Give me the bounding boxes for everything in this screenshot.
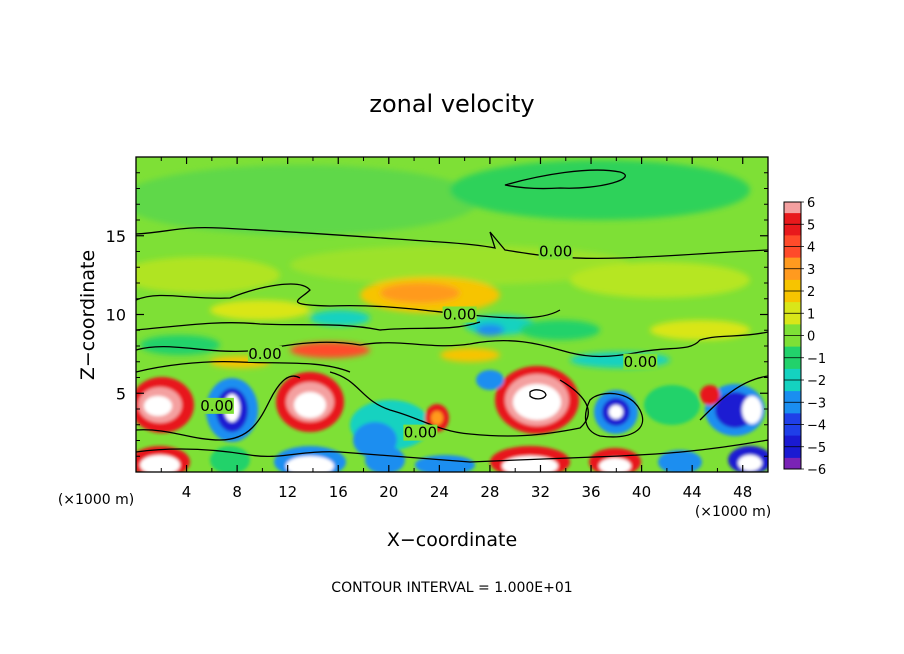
colorbar-swatch [784, 446, 801, 459]
contour-label-bg [623, 353, 658, 370]
x-tick-label: 4 [182, 483, 192, 501]
colorbar-label: 0 [807, 330, 815, 345]
y-tick-label: 10 [106, 306, 126, 325]
colorbar-swatch [784, 346, 801, 359]
colorbar-swatch [784, 257, 801, 270]
x-axis: 4 8 12 16 20 24 28 32 36 40 44 48 [160, 157, 752, 501]
contour-label: 0.00 [443, 306, 476, 324]
contour-label: 0.00 [404, 424, 437, 442]
colorbar-swatch [784, 368, 801, 381]
contour-label: 0.00 [248, 345, 281, 363]
contour-label: 0.00 [624, 353, 657, 371]
colorbar-swatch [784, 302, 801, 314]
y-units-label: (×1000 m) [58, 492, 134, 508]
colorbar-swatch [784, 313, 801, 325]
colorbar-swatch [784, 335, 801, 348]
x-units-label: (×1000 m) [695, 504, 771, 520]
colorbar-swatch [784, 235, 801, 247]
x-tick-label: 20 [379, 483, 398, 501]
y-tick-label: 5 [116, 384, 126, 403]
colorbar-swatch [784, 457, 801, 470]
x-axis-label: X−coordinate [387, 529, 517, 551]
colorbar-label: 4 [807, 241, 815, 256]
contour-label: 0.00 [539, 243, 572, 261]
y-axis: 5 10 15 [106, 172, 768, 457]
x-tick-label: 44 [683, 483, 702, 501]
colorbar-swatch [784, 246, 801, 259]
contour-label-bg [442, 306, 477, 323]
colorbar-swatch [784, 279, 801, 292]
colorbar-label: −3 [807, 396, 826, 411]
chart-title: zonal velocity [369, 90, 534, 118]
colorbar-label: 5 [807, 218, 815, 233]
colorbar-swatch [784, 213, 801, 225]
x-tick-label: 36 [581, 483, 600, 501]
colorbar-label: 2 [807, 285, 815, 300]
colorbar-label: 3 [807, 263, 815, 278]
colorbar-swatch [784, 402, 801, 414]
x-tick-label: 40 [632, 483, 651, 501]
y-tick-label: 15 [106, 227, 126, 246]
x-tick-label: 32 [531, 483, 550, 501]
x-tick-label: 24 [430, 483, 449, 501]
colorbar-label: −1 [807, 352, 826, 367]
heatmap-field [136, 157, 768, 472]
x-tick-label: 28 [480, 483, 499, 501]
colorbar-label: −5 [807, 441, 826, 456]
colorbar-swatch [784, 357, 801, 370]
colorbar-swatch [784, 202, 801, 214]
colorbar-swatch [784, 380, 801, 392]
y-axis-label: Z−coordinate [77, 250, 99, 380]
x-tick-label: 16 [329, 483, 348, 501]
colorbar: 6 5 4 3 2 1 0 −1 −2 −3 −4 −5 −6 [783, 196, 826, 478]
contour-labels: 0.00 0.00 0.00 0.00 0.00 0.00 [199, 243, 658, 442]
colorbar-swatch [784, 391, 801, 403]
x-tick-label: 48 [733, 483, 752, 501]
colorbar-swatch [784, 291, 801, 303]
contour-label-bg [538, 243, 573, 260]
colorbar-swatch [784, 413, 801, 425]
colorbar-swatch [784, 324, 801, 336]
colorbar-swatch [784, 224, 801, 236]
contour-interval-note: CONTOUR INTERVAL = 1.000E+01 [331, 580, 572, 596]
colorbar-label: 6 [807, 196, 815, 211]
contour-label-bg [247, 345, 282, 362]
colorbar-swatch [784, 435, 801, 448]
contour-label: 0.00 [200, 397, 233, 415]
contour-label-bg [199, 397, 234, 414]
colorbar-label: −6 [807, 463, 826, 478]
x-tick-label: 8 [232, 483, 242, 501]
colorbar-label: −2 [807, 374, 826, 389]
colorbar-swatch [784, 424, 801, 437]
contour-label-bg [403, 424, 438, 441]
x-tick-label: 12 [278, 483, 297, 501]
colorbar-label: 1 [807, 307, 815, 322]
colorbar-label: −4 [807, 419, 826, 434]
colorbar-swatch [784, 268, 801, 281]
